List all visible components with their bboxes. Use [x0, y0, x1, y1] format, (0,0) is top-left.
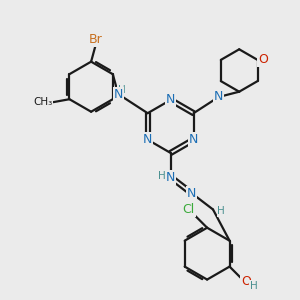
Text: N: N — [187, 187, 196, 200]
Text: H: H — [250, 281, 258, 291]
Text: H: H — [158, 171, 166, 181]
Text: O: O — [242, 275, 251, 288]
Text: N: N — [189, 133, 198, 146]
Text: O: O — [258, 53, 268, 66]
Text: N: N — [166, 171, 175, 184]
Text: N: N — [113, 88, 123, 100]
Text: Cl: Cl — [182, 203, 195, 216]
Text: CH₃: CH₃ — [33, 97, 52, 107]
Text: Br: Br — [89, 33, 102, 46]
Text: H: H — [118, 85, 126, 94]
Text: N: N — [143, 133, 152, 146]
Text: N: N — [166, 93, 175, 106]
Text: N: N — [214, 91, 223, 103]
Text: H: H — [218, 206, 225, 216]
